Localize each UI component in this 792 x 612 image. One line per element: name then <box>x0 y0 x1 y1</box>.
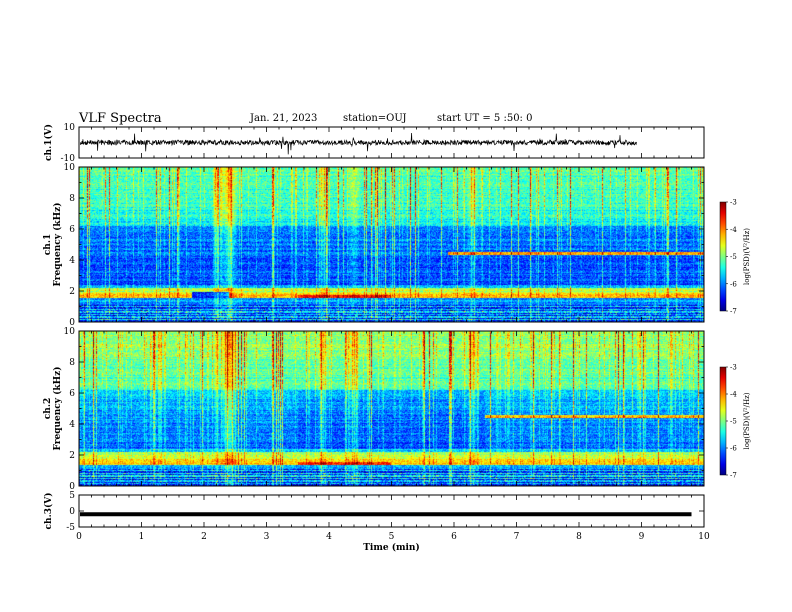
start-time-label: start UT = 5 :50: 0 <box>437 113 533 124</box>
x-tick-label: 7 <box>514 532 520 542</box>
y-tick-label: 10 <box>64 163 76 173</box>
y-axis-label: ch.3(V) <box>43 493 54 530</box>
colorbar-tick-label: -3 <box>730 364 737 372</box>
colorbar-tick-label: -6 <box>730 280 737 288</box>
x-tick-label: 0 <box>76 532 82 542</box>
x-tick-label: 1 <box>139 532 145 542</box>
y-tick-label: 10 <box>64 123 76 133</box>
y-tick-label: 4 <box>69 420 75 430</box>
y-axis-label: Frequency (kHz) <box>52 202 63 286</box>
colorbar-label: log(PSD)(V²/Hz) <box>743 228 751 285</box>
y-tick-label: 10 <box>64 327 76 337</box>
x-tick-label: 9 <box>639 532 645 542</box>
y-axis-channel-label: ch.2 <box>43 398 53 419</box>
ch2-spectrogram-image <box>79 331 704 486</box>
y-tick-label: -10 <box>61 154 76 164</box>
chart-title: VLF Spectra <box>79 111 162 126</box>
date-label: Jan. 21, 2023 <box>250 113 318 124</box>
x-axis-label: Time (min) <box>363 542 420 553</box>
colorbar <box>719 366 727 476</box>
colorbar-tick-label: -7 <box>730 472 737 480</box>
x-tick-label: 10 <box>698 532 710 542</box>
y-tick-label: 6 <box>69 389 75 399</box>
y-tick-label: 0 <box>69 318 75 328</box>
y-tick-label: 0 <box>69 507 75 517</box>
station-label: station=OUJ <box>343 113 407 124</box>
x-tick-label: 6 <box>451 532 457 542</box>
x-tick-label: 2 <box>201 532 207 542</box>
y-axis-label: Frequency (kHz) <box>52 366 63 450</box>
y-tick-label: 2 <box>69 451 75 461</box>
y-tick-label: 8 <box>69 194 75 204</box>
colorbar-tick-label: -6 <box>730 445 737 453</box>
x-tick-label: 3 <box>264 532 270 542</box>
colorbar-label: log(PSD)(V²/Hz) <box>743 392 751 449</box>
x-tick-label: 5 <box>389 532 395 542</box>
ch1-spectrogram-image <box>79 167 704 322</box>
colorbar-tick-label: -3 <box>730 199 737 207</box>
y-tick-label: 5 <box>69 491 75 501</box>
y-axis-channel-label: ch.1 <box>43 234 53 255</box>
y-axis-label: ch.1(V) <box>43 124 54 161</box>
y-tick-label: 2 <box>69 287 75 297</box>
y-tick-label: 6 <box>69 225 75 235</box>
x-tick-label: 8 <box>576 532 582 542</box>
colorbar-tick-label: -4 <box>730 226 737 234</box>
ch1-waveform-line <box>79 132 637 155</box>
colorbar-tick-label: -7 <box>730 308 737 316</box>
colorbar-tick-label: -4 <box>730 391 737 399</box>
colorbar <box>719 201 727 312</box>
y-tick-label: 0 <box>69 482 75 492</box>
colorbar-tick-label: -5 <box>730 253 737 261</box>
y-tick-label: 4 <box>69 256 75 266</box>
colorbar-tick-label: -5 <box>730 418 737 426</box>
y-tick-label: -5 <box>66 523 75 533</box>
x-tick-label: 4 <box>326 532 332 542</box>
y-tick-label: 8 <box>69 358 75 368</box>
